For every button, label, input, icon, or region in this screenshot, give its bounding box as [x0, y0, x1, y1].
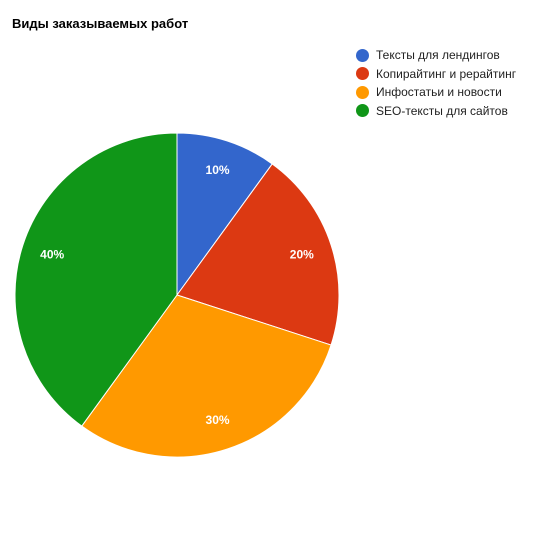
legend-swatch-icon: [356, 104, 369, 117]
legend-label: Копирайтинг и рерайтинг: [376, 66, 517, 81]
legend-swatch-icon: [356, 85, 369, 99]
legend-swatch-icon: [356, 67, 369, 80]
slice-label-2: 20%: [290, 247, 314, 261]
pie-slice-1[interactable]: [176, 132, 273, 297]
legend-item-2[interactable]: Копирайтинг и рерайтинг: [356, 66, 516, 82]
pie-slice-4[interactable]: [14, 132, 178, 427]
legend-label: SEO-тексты для сайтов: [376, 103, 508, 118]
chart-title: Виды заказываемых работ: [12, 16, 189, 31]
legend-item-3[interactable]: Инфостатьи и новости: [356, 84, 516, 100]
pie-slice-2[interactable]: [176, 163, 340, 346]
legend-label: Тексты для лендингов: [376, 48, 500, 62]
legend-swatch-icon: [356, 48, 369, 62]
legend-label: Инфостатьи и новости: [376, 85, 502, 99]
legend-item-1[interactable]: Тексты для лендингов: [356, 47, 516, 63]
slice-label-1: 10%: [206, 163, 230, 177]
slice-label-3: 30%: [206, 413, 230, 427]
chart-legend: Тексты для лендингов Копирайтинг и рерайт…: [356, 47, 516, 121]
legend-item-4[interactable]: SEO-тексты для сайтов: [356, 103, 516, 119]
pie-slice-3[interactable]: [81, 294, 332, 458]
slice-label-4: 40%: [40, 247, 64, 261]
